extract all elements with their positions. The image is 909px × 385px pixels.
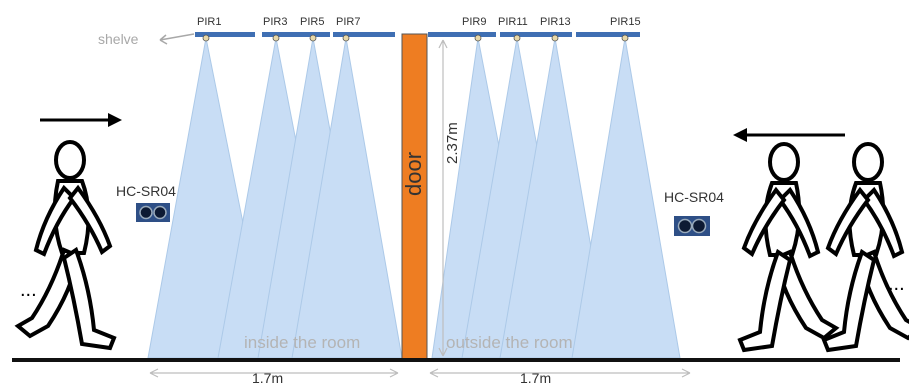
width-arrow-left-icon (149, 368, 399, 378)
person-walking-icon (16, 140, 116, 350)
width-arrow-right-icon (429, 368, 691, 378)
pir-dome (202, 34, 210, 42)
pir-sensor-bar (262, 32, 330, 37)
shelve-label: shelve (98, 31, 139, 47)
pir-beams-inside (147, 37, 403, 359)
shelve-arrow-icon (159, 33, 195, 45)
ellipsis-right: ... (888, 273, 905, 295)
pir-sensor-bar (428, 32, 496, 37)
pir-label: PIR5 (300, 16, 324, 28)
door-label: door (401, 152, 426, 196)
person-walking-icon (738, 142, 838, 352)
arrow-right-icon (40, 113, 122, 127)
ultrasonic-sensor-left (136, 203, 170, 222)
outside-room-label: outside the room (446, 333, 573, 352)
width-label-right: 1.7m (520, 370, 551, 385)
door-height-label: 2.37m (444, 122, 461, 164)
pir-beams-outside (431, 37, 681, 359)
width-label-left: 1.7m (252, 370, 283, 385)
ellipsis-left: ... (20, 279, 37, 301)
pir-dome (309, 34, 317, 42)
pir-sensor-domes (202, 34, 629, 42)
person-walking-icon (822, 142, 909, 352)
pir-label: PIR7 (336, 16, 360, 28)
pir-label: PIR13 (540, 16, 571, 28)
door (401, 33, 428, 361)
ultrasonic-label-left: HC-SR04 (116, 183, 176, 199)
pir-sensor-bar (576, 32, 640, 37)
inside-room-label: inside the room (244, 333, 360, 352)
pir-label: PIR15 (610, 16, 641, 28)
pir-label: PIR3 (263, 16, 287, 28)
pir-dome (513, 34, 521, 42)
ultrasonic-label-right: HC-SR04 (664, 189, 724, 205)
pir-sensor-bar (195, 32, 255, 37)
pir-sensor-bar (333, 32, 395, 37)
pir-dome (272, 34, 280, 42)
ultrasonic-sensor-right (674, 216, 710, 236)
pir-dome (621, 34, 629, 42)
pir-label: PIR11 (498, 16, 528, 28)
pir-dome (551, 34, 559, 42)
arrow-left-icon (733, 128, 845, 142)
pir-dome (342, 34, 350, 42)
pir-dome (474, 34, 482, 42)
door-height-arrow-icon (438, 39, 448, 357)
pir-sensor-bars (195, 32, 640, 37)
pir-sensor-bar (500, 32, 572, 37)
pir-label: PIR1 (197, 16, 221, 28)
pir-label: PIR9 (462, 16, 486, 28)
